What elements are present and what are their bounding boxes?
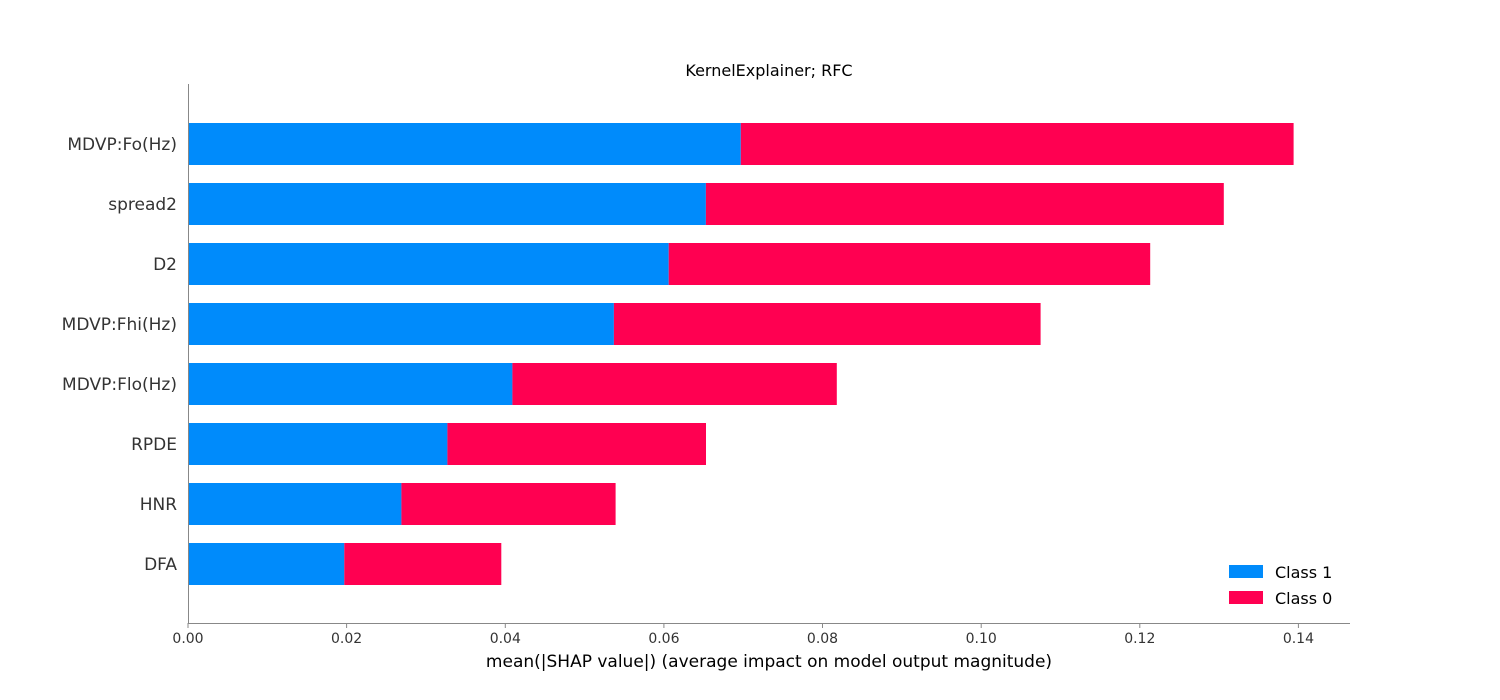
bar-class1-7 [188, 543, 345, 585]
feature-label: HNR [140, 495, 178, 515]
feature-labels-group: MDVP:Fo(Hz) spread2 D2 MDVP:Fhi(Hz) MDVP:Flo… [62, 135, 178, 575]
x-tick-label: 0.06 [648, 631, 679, 647]
bar-class1-3 [188, 303, 614, 345]
x-tick-label: 0.04 [490, 631, 521, 647]
bar-class0-6 [401, 483, 616, 525]
bar-class0-0 [740, 123, 1294, 165]
bar-class1-5 [188, 423, 448, 465]
x-tick-label: 0.00 [172, 631, 203, 647]
bar-class0-3 [613, 303, 1041, 345]
legend-label-class1: Class 1 [1275, 563, 1332, 582]
x-tick-label: 0.02 [331, 631, 362, 647]
x-tick-label: 0.12 [1124, 631, 1155, 647]
x-tick-label: 0.14 [1283, 631, 1314, 647]
x-tick-label: 0.08 [807, 631, 838, 647]
x-axis-label: mean(|SHAP value|) (average impact on mo… [486, 652, 1052, 672]
x-ticks-group: 0.00 0.02 0.04 0.06 0.08 0.10 0.12 0.14 [172, 623, 1314, 647]
feature-label: spread2 [108, 195, 177, 215]
bar-class0-2 [668, 243, 1151, 285]
bar-class1-6 [188, 483, 402, 525]
feature-label: DFA [144, 555, 177, 575]
feature-label: RPDE [131, 435, 177, 455]
feature-label: MDVP:Fo(Hz) [67, 135, 177, 155]
feature-label: MDVP:Fhi(Hz) [62, 315, 177, 335]
bar-class1-0 [188, 123, 741, 165]
bar-class1-1 [188, 183, 706, 225]
feature-label: D2 [153, 255, 177, 275]
legend-swatch-class1 [1229, 565, 1263, 578]
bar-class1-2 [188, 243, 669, 285]
bar-class0-7 [344, 543, 502, 585]
legend-swatch-class0 [1229, 591, 1263, 604]
bar-class0-5 [447, 423, 706, 465]
bar-class0-4 [512, 363, 837, 405]
legend: Class 1 Class 0 [1229, 563, 1332, 608]
bar-class0-1 [705, 183, 1224, 225]
bar-class1-4 [188, 363, 513, 405]
x-tick-label: 0.10 [966, 631, 997, 647]
legend-label-class0: Class 0 [1275, 589, 1332, 608]
feature-label: MDVP:Flo(Hz) [62, 375, 177, 395]
bars-group [188, 123, 1294, 585]
chart-title: KernelExplainer; RFC [685, 61, 852, 80]
